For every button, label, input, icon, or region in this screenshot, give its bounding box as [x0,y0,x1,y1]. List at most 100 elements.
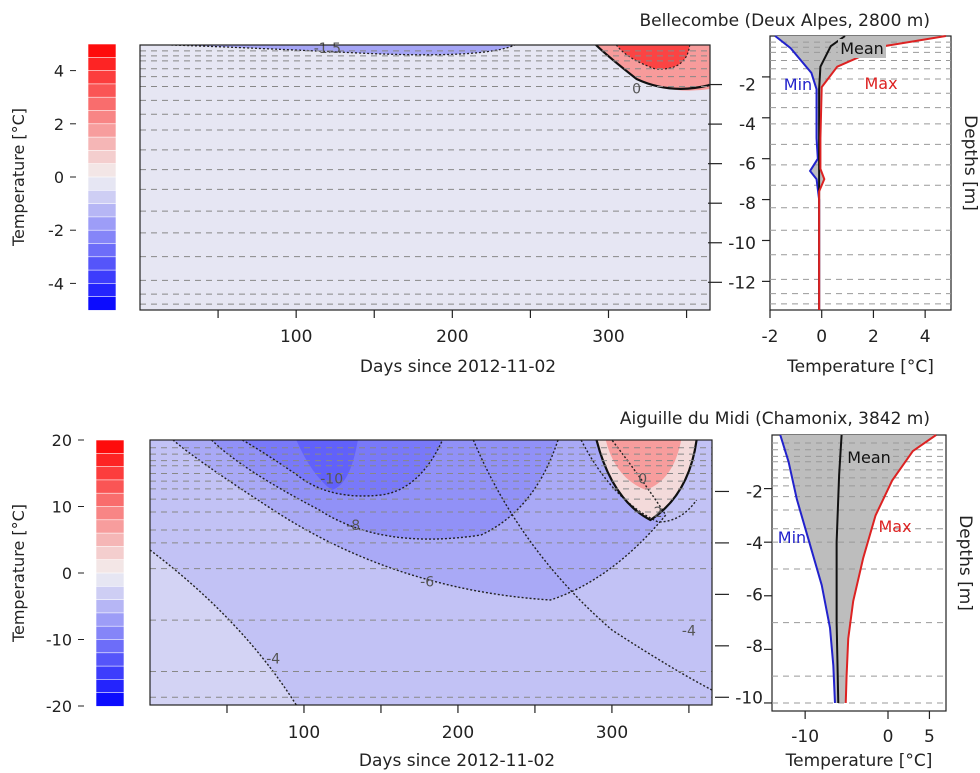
x-tick-label: 300 [596,723,628,743]
colorbar-tick-label: -4 [48,274,64,293]
colorbar-cell [87,136,117,152]
mean-label-background [845,448,893,467]
profile-x-tick-label: 2 [868,327,879,347]
heatmap-frame [139,44,711,311]
colorbar-cell [87,70,117,85]
profile-x-axis-label: Temperature [°C] [785,751,933,771]
colorbar-cell [87,176,117,191]
colorbar-tick-label: 0 [62,564,72,583]
colorbar-cell [87,150,117,165]
profile-series-mean [818,35,846,310]
profile-envelope [775,36,946,310]
contour-line [242,440,444,497]
colorbar-cell [95,639,125,654]
bellecombe-panel: Bellecombe (Deux Alpes, 2800 m) 4 2 0 -2 -4 Te… [9,11,980,377]
colorbar-cell [95,692,125,707]
colorbar-cell [95,492,125,508]
colorbar-cell [95,679,125,694]
colorbar-cell [95,439,125,454]
heatmap-cold-region [296,440,358,490]
colorbar-cell [87,110,117,125]
depth-tick-label: -10 [735,688,763,708]
colorbar-cell [95,612,125,627]
colorbar-cell [87,43,117,58]
colorbar-cell [87,296,117,311]
contour-label: 0 [632,82,641,98]
colorbar-cell [95,506,125,521]
colorbar-tick-label: 4 [54,62,64,81]
depth-tick-label: -12 [728,273,756,293]
aiguille-du-midi-panel: Aiguille du Midi (Chamonix, 3842 m) 20 100… [9,409,975,771]
chart-title: Aiguille du Midi (Chamonix, 3842 m) [620,409,930,429]
colorbar-cell [87,243,117,258]
heatmap-frame [149,439,713,706]
colorbar-cell [87,269,117,285]
colorbar-cell [87,216,117,231]
depth-tick-label: -2 [739,76,756,96]
colorbar-tick-label: -10 [46,631,72,650]
profile-x-tick-label: 0 [883,727,894,747]
x-tick-label: 300 [592,327,624,347]
colorbar-cell [87,83,117,98]
colorbar-cell [87,283,117,298]
colorbar-cell [87,256,117,271]
depth-tick-label: -4 [746,534,763,554]
colorbar-cell [87,229,117,245]
colorbar-tick-label: 20 [52,431,72,450]
profile-x-axis-label: Temperature [°C] [786,357,934,377]
colorbar-cell [95,479,125,494]
heatmap-background [140,45,710,310]
contour-label: -4 [682,623,696,639]
profile-series-mean [835,434,843,703]
depth-tick-label: -6 [746,585,763,605]
profile-x-tick-label: 0 [816,327,827,347]
profile-envelope [780,435,937,703]
colorbar-cell [95,599,125,614]
heatmap-cold-region [171,45,515,55]
contour-line [171,45,516,56]
x-tick-label: 100 [288,723,320,743]
colorbar-tick-label: -2 [48,221,64,240]
colorbar-cell [95,519,125,534]
contour-label: -8 [346,518,360,534]
depth-tick-label: -4 [739,115,756,135]
x-axis-label: Days since 2012-11-02 [360,357,556,377]
profile-series-label: Max [864,74,897,93]
depth-tick-label: -6 [739,155,756,175]
profile-frame [769,35,952,311]
heatmap-mild-region [150,550,297,705]
colorbar-cell [87,203,117,218]
profile-series-min [779,434,836,704]
depth-tick-label: -10 [728,234,756,254]
profile-series-label: Mean [847,448,891,467]
profile-x-tick-label: 4 [920,327,931,347]
x-tick-label: 100 [280,327,312,347]
depth-tick-label: -2 [746,482,763,502]
colorbar-cell [95,546,125,561]
colorbar-cell [87,163,117,178]
colorbar-cell [95,532,125,548]
contour-label: 0 [638,472,647,488]
colorbar-tick-label: 2 [54,115,64,134]
colorbar-label: Temperature [°C] [9,108,28,247]
colorbar-cell [95,585,125,601]
colorbar-cell [95,665,125,681]
profile-x-tick-label: 5 [924,727,935,747]
contour-label: -4 [266,652,280,668]
contour-label: -6 [420,575,434,591]
colorbar-cell [95,625,125,641]
x-tick-label: 200 [442,723,474,743]
colorbar-cell [95,652,125,667]
contour-line [150,549,297,705]
heatmap-warm-core [605,440,682,490]
colorbar-cell [95,452,125,468]
contour-line-zero [595,45,710,90]
x-tick-label: 200 [436,327,468,347]
colorbar-label: Temperature [°C] [9,504,28,643]
contour-line [615,45,691,70]
colorbar-cell [95,559,125,574]
colorbar-tick-label: 0 [54,168,64,187]
profile-y-axis-label: Depths [m] [955,515,975,611]
colorbar-cell [87,190,117,205]
